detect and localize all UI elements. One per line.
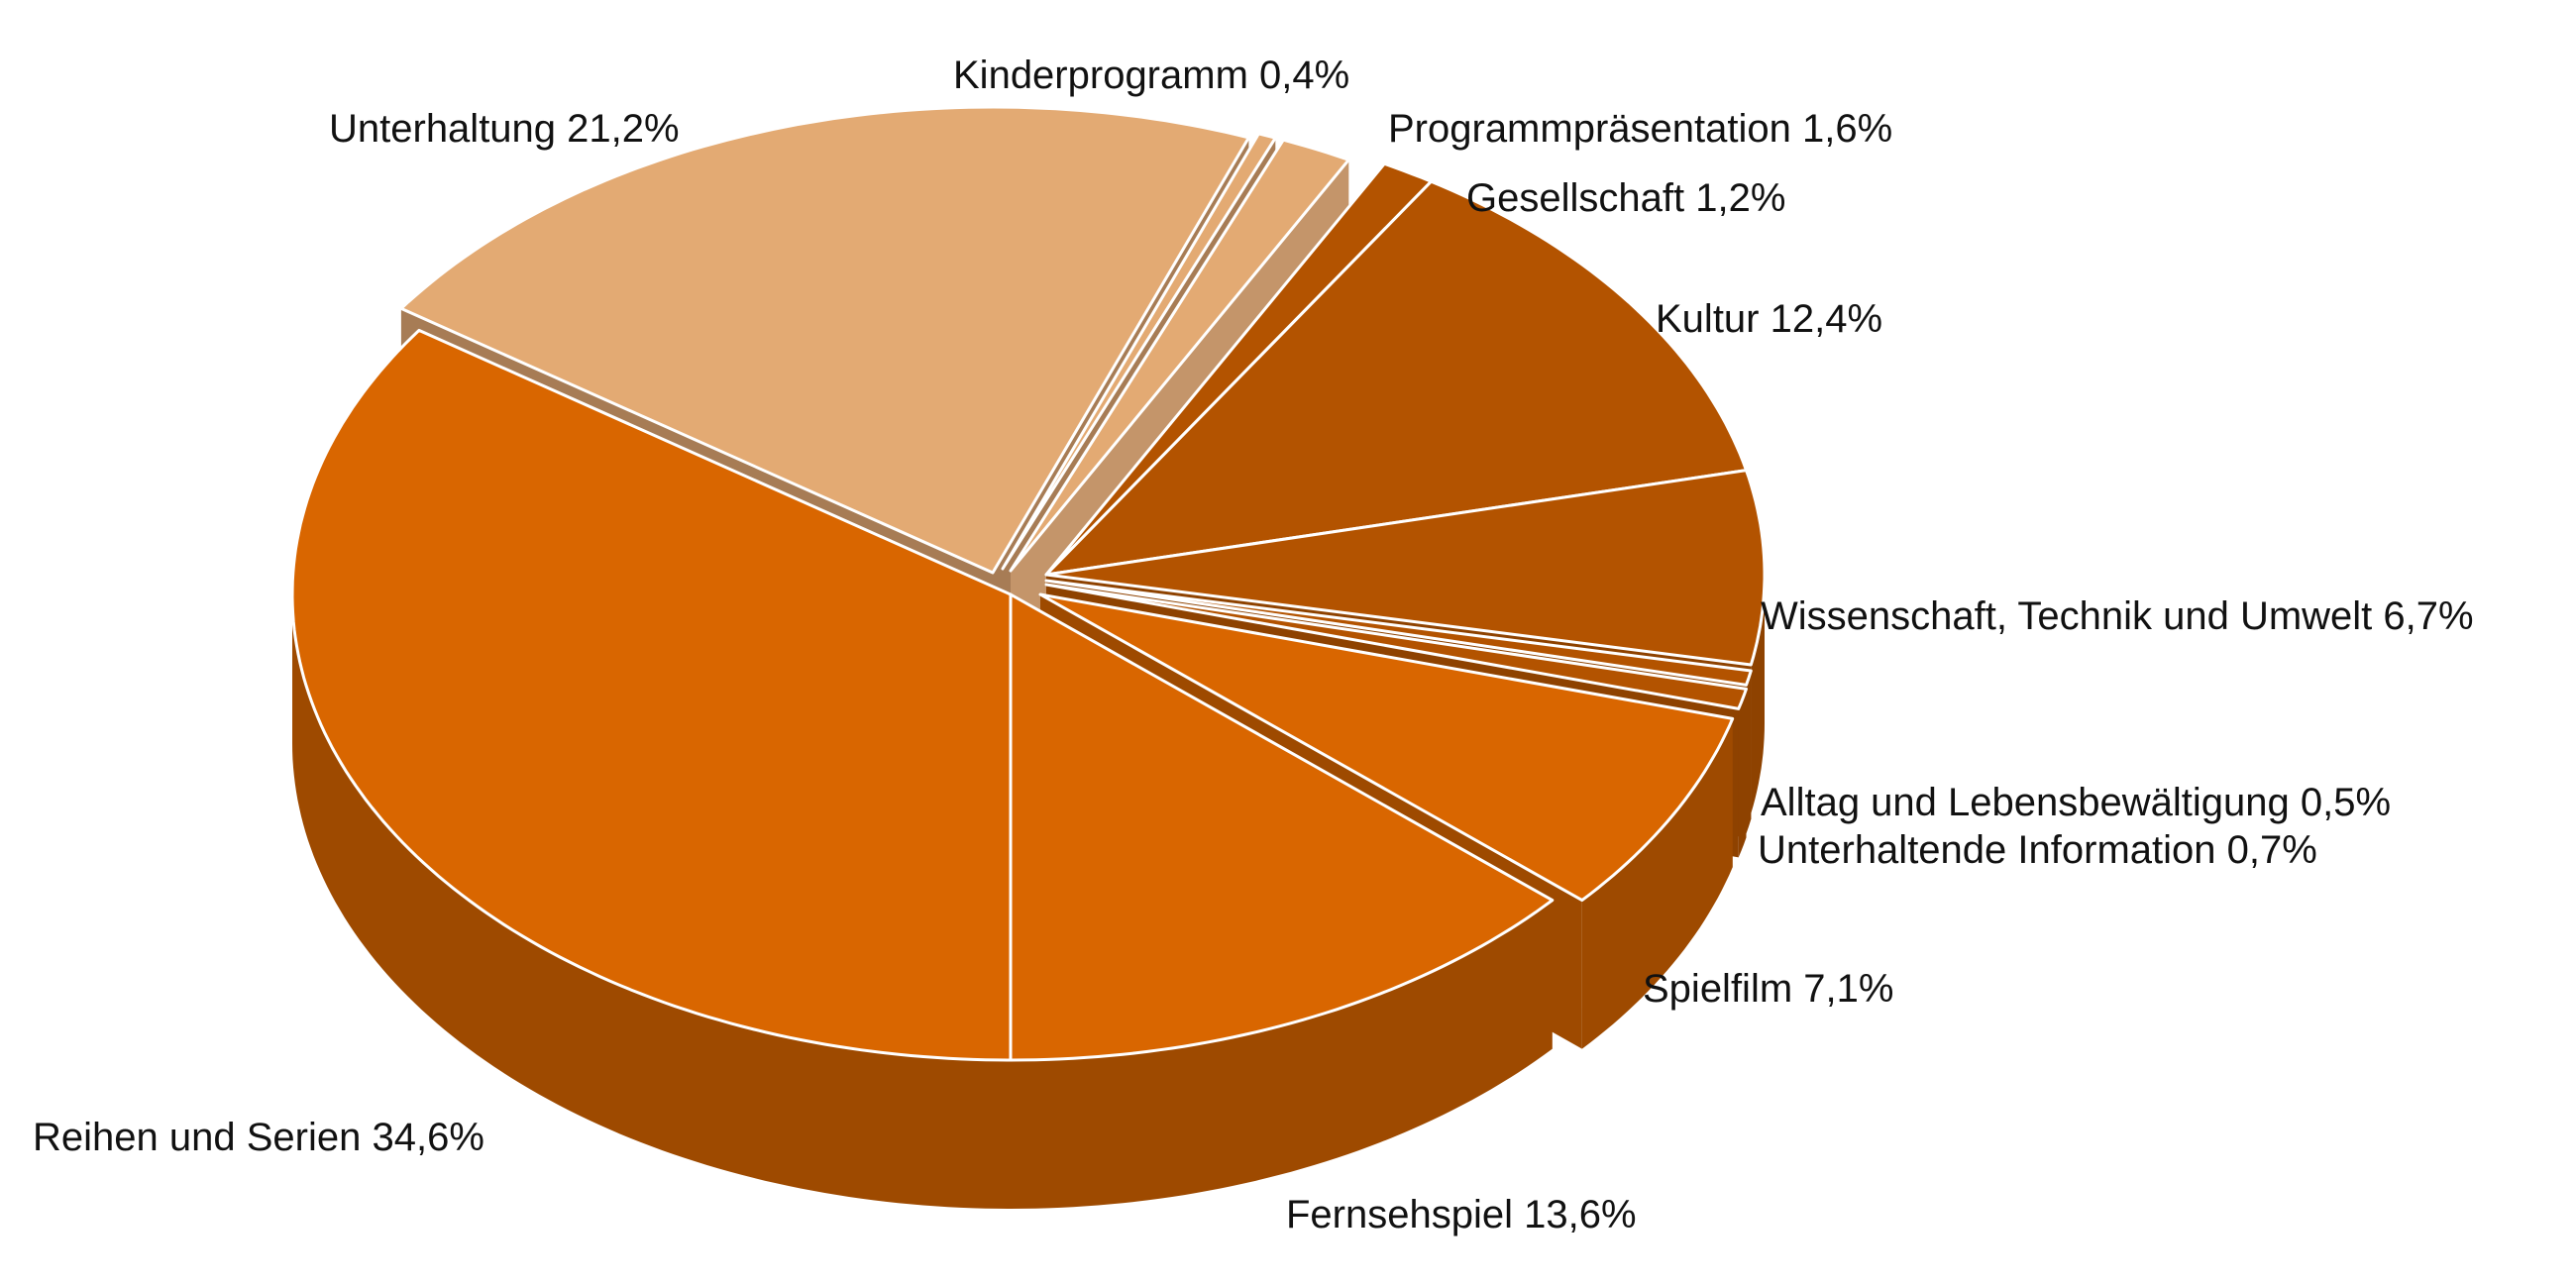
- label-alltag: Alltag und Lebensbewältigung 0,5%: [1761, 781, 2392, 824]
- label-kultur: Kultur 12,4%: [1656, 297, 1883, 341]
- pie-slice-kinderprogramm: [1001, 132, 1277, 571]
- label-unterhaltung: Unterhaltung 21,2%: [329, 107, 680, 151]
- side-wall: [1746, 671, 1752, 834]
- label-fernsehspiel: Fernsehspiel 13,6%: [1286, 1193, 1637, 1236]
- label-spielfilm: Spielfilm 7,1%: [1643, 967, 1894, 1011]
- pie-slice-unterhaltung: [399, 105, 1250, 575]
- side-wall: [292, 594, 1011, 1209]
- label-gesellschaft: Gesellschaft 1,2%: [1466, 176, 1786, 220]
- side-wall: [1581, 718, 1733, 1049]
- pie-slice-programmpräsentation: [1009, 138, 1350, 573]
- pie-slice-kultur: [1044, 179, 1748, 577]
- pie-slice-gesellschaft: [1044, 161, 1433, 577]
- side-wall: [1738, 689, 1747, 858]
- pie-slice-reihen-und-serien: [290, 328, 1013, 1062]
- label-kinderprogramm: Kinderprogramm 0,4%: [953, 54, 1350, 97]
- pie-slice-unterhaltende-information: [1044, 583, 1748, 710]
- label-reihen-und-serien: Reihen und Serien 34,6%: [33, 1116, 484, 1159]
- side-wall: [1751, 575, 1765, 813]
- label-unterhaltende-information: Unterhaltende Information 0,7%: [1758, 828, 2317, 872]
- pie-slice-wissenschaft-technik-und-umwelt: [1044, 469, 1767, 667]
- pie-slice-alltag-und-lebensbewältigung: [1044, 579, 1753, 687]
- label-wissenschaft: Wissenschaft, Technik und Umwelt 6,7%: [1761, 594, 2474, 638]
- pie-slice-fernsehspiel: [1009, 592, 1555, 1062]
- label-programmpraesentation: Programmpräsentation 1,6%: [1388, 107, 1893, 151]
- side-wall: [1011, 900, 1553, 1209]
- pie-slice-spielfilm: [1038, 592, 1735, 903]
